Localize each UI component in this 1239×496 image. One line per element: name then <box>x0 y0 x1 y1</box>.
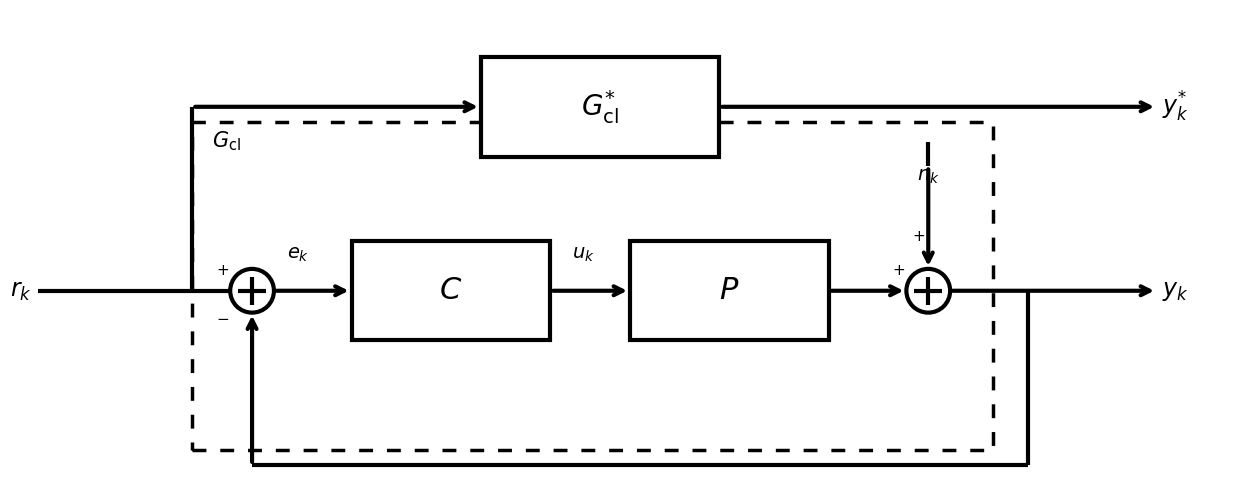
Text: $n_{k}$: $n_{k}$ <box>917 167 939 186</box>
Bar <box>352 241 550 340</box>
Circle shape <box>230 269 274 312</box>
Text: $u_{k}$: $u_{k}$ <box>572 245 595 264</box>
Text: $y^{*}_{k}$: $y^{*}_{k}$ <box>1162 90 1188 124</box>
Text: $+$: $+$ <box>216 263 229 278</box>
Circle shape <box>907 269 950 312</box>
Text: $-$: $-$ <box>216 310 229 325</box>
Text: $P$: $P$ <box>719 276 740 305</box>
Text: $+$: $+$ <box>912 229 924 244</box>
Bar <box>629 241 829 340</box>
Bar <box>192 122 992 450</box>
Text: $+$: $+$ <box>892 263 904 278</box>
Text: $G_{\mathrm{cl}}$: $G_{\mathrm{cl}}$ <box>212 130 242 153</box>
Text: $e_{k}$: $e_{k}$ <box>287 245 310 264</box>
Text: $y_{k}$: $y_{k}$ <box>1162 279 1188 303</box>
Text: $C$: $C$ <box>440 276 462 305</box>
Text: $G^{*}_{\mathrm{cl}}$: $G^{*}_{\mathrm{cl}}$ <box>581 88 620 126</box>
Bar <box>481 57 720 157</box>
Text: $r_{k}$: $r_{k}$ <box>10 279 31 303</box>
